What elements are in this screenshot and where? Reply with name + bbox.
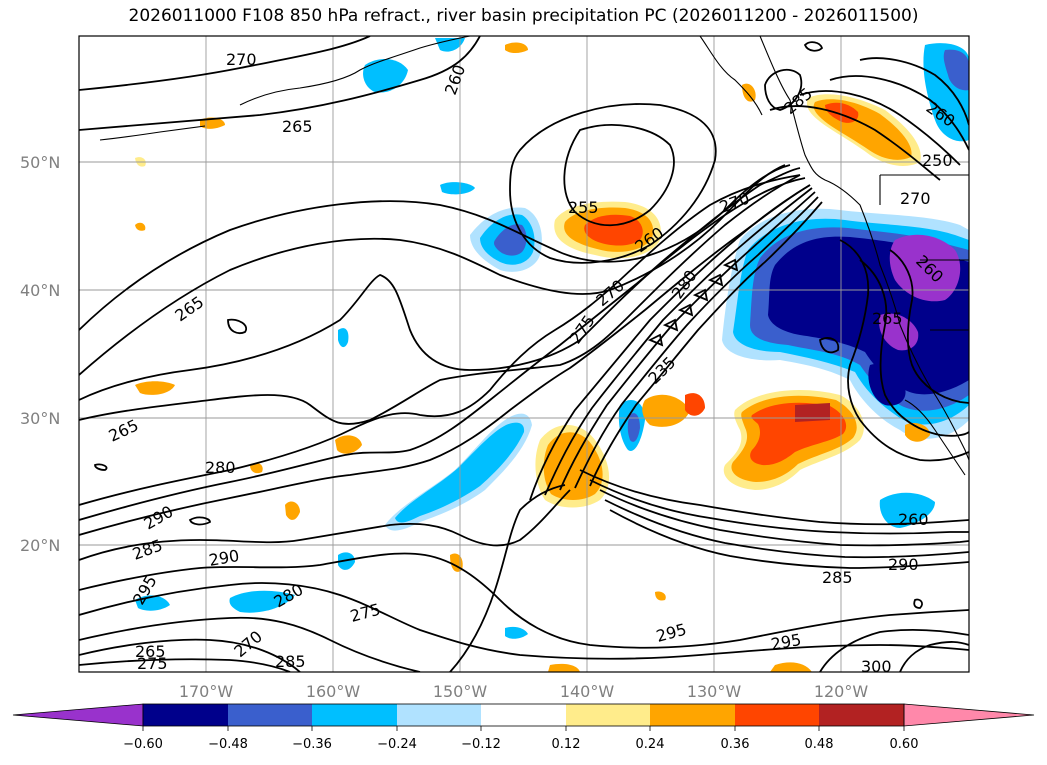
colorbar-segment <box>228 704 312 726</box>
lat-label: 30°N <box>20 409 60 428</box>
colorbar-segment <box>566 704 650 726</box>
map-title: 2026011000 F108 850 hPa refract., river … <box>128 6 919 26</box>
refractivity-contours <box>79 36 969 672</box>
map-frame <box>78 35 970 673</box>
contour-label: 260 <box>898 510 929 529</box>
colorbar-segment <box>735 704 819 726</box>
contour-label: 285 <box>275 652 306 671</box>
contour-label: 265 <box>872 309 903 328</box>
lat-label: 40°N <box>20 281 60 300</box>
map-gridlines <box>79 36 969 672</box>
colorbar-tick-label: −0.12 <box>461 737 501 752</box>
colorbar-extend-right <box>903 703 1035 727</box>
colorbar-tick-label: 0.60 <box>890 737 919 752</box>
latitude-labels: 50°N 40°N 30°N 20°N <box>20 153 60 555</box>
lon-label: 140°W <box>560 682 615 701</box>
contour-label: 270 <box>226 50 257 69</box>
contour-label: 250 <box>922 151 953 170</box>
contour-label: 285 <box>822 568 853 587</box>
colorbar-segment <box>397 704 481 726</box>
colorbar-tick-label: −0.48 <box>208 737 248 752</box>
colorbar-tick-label: 0.36 <box>721 737 750 752</box>
lon-label: 170°W <box>179 682 234 701</box>
contour-label: 270 <box>900 189 931 208</box>
contour-label: 280 <box>205 458 236 477</box>
colorbar-segment <box>650 704 735 726</box>
colorbar-tick-label: 0.12 <box>552 737 581 752</box>
colorbar-segment <box>819 704 904 726</box>
lat-label: 20°N <box>20 536 60 555</box>
colorbar-segment <box>312 704 397 726</box>
colorbar: −0.60 −0.48 −0.36 −0.24 −0.12 0.12 0.24 … <box>12 703 1035 752</box>
colorbar-extend-left <box>12 703 144 727</box>
lon-label: 130°W <box>687 682 742 701</box>
contour-label: 290 <box>888 555 919 574</box>
lat-label: 50°N <box>20 153 60 172</box>
longitude-labels: 170°W 160°W 150°W 140°W 130°W 120°W <box>179 682 869 701</box>
colorbar-tick-label: 0.48 <box>805 737 834 752</box>
lon-label: 150°W <box>433 682 488 701</box>
colorbar-tick-label: 0.24 <box>636 737 665 752</box>
contour-label: 255 <box>568 198 599 217</box>
contour-label: 265 <box>282 117 313 136</box>
colorbar-segment <box>143 704 228 726</box>
colorbar-tick-label: −0.36 <box>292 737 332 752</box>
lon-label: 160°W <box>306 682 361 701</box>
lon-label: 120°W <box>814 682 869 701</box>
contour-label: 265 <box>135 642 166 661</box>
contour-label: 275 <box>137 654 168 673</box>
colorbar-segment <box>481 704 566 726</box>
colorbar-tick-label: −0.60 <box>123 737 163 752</box>
contour-label: 300 <box>861 657 892 676</box>
colorbar-tick-label: −0.24 <box>377 737 417 752</box>
colorbar-frame <box>142 703 905 727</box>
coastlines <box>99 36 969 476</box>
